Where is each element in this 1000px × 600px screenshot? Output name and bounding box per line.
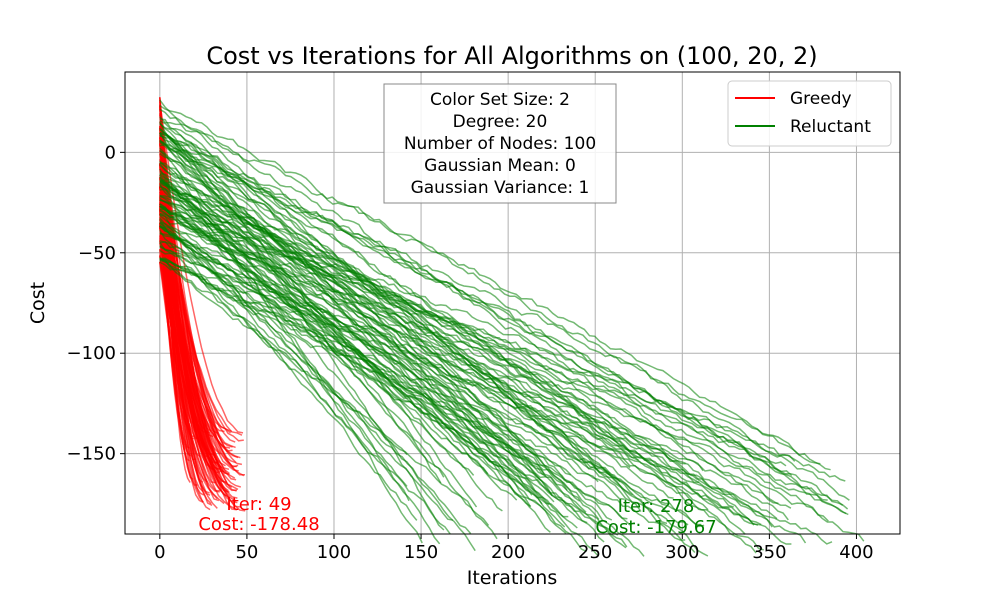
run-line <box>159 205 734 508</box>
x-tick-label: 150 <box>404 542 438 563</box>
run-line <box>159 245 611 474</box>
run-line <box>159 232 631 469</box>
run-line <box>159 116 831 471</box>
run-line <box>159 223 192 457</box>
x-tick-label: 300 <box>665 542 699 563</box>
run-line <box>159 199 700 484</box>
run-line <box>159 194 849 516</box>
run-line <box>159 257 833 545</box>
run-line <box>159 99 581 502</box>
run-line <box>159 205 793 477</box>
x-ticks: 0 50 100 150 200 250 300 350 400 <box>154 534 874 563</box>
x-tick-label: 50 <box>235 542 258 563</box>
run-line <box>159 259 686 541</box>
run-line <box>159 208 533 496</box>
reluctant-series <box>159 99 865 557</box>
run-line <box>159 149 237 468</box>
run-line <box>159 258 408 456</box>
run-line <box>159 204 218 509</box>
info-degree: Degree: 20 <box>453 112 548 132</box>
x-tick-label: 350 <box>752 542 786 563</box>
y-tick-label: −50 <box>78 243 116 264</box>
x-tick-label: 100 <box>317 542 351 563</box>
run-line <box>159 128 865 542</box>
run-line <box>159 104 850 501</box>
run-line <box>159 180 829 522</box>
run-line <box>159 226 550 506</box>
run-line <box>159 195 796 462</box>
info-box: Color Set Size: 2 Degree: 20 Number of N… <box>383 83 617 204</box>
run-line <box>159 143 821 465</box>
reluctant-annotation: Iter: 278 Cost: -179.67 <box>595 496 716 538</box>
run-line <box>159 219 454 521</box>
info-gaussian-mean: Gaussian Mean: 0 <box>424 156 576 176</box>
reluctant-annotation-cost: Cost: -179.67 <box>595 517 716 538</box>
y-axis-label: Cost <box>27 282 49 324</box>
run-line <box>159 261 705 528</box>
run-line <box>159 242 242 488</box>
reluctant-annotation-iter: Iter: 278 <box>618 496 695 517</box>
greedy-annotation: Iter: 49 Cost: -178.48 <box>198 494 319 535</box>
run-line <box>159 178 807 544</box>
run-line <box>159 241 451 535</box>
run-line <box>159 108 789 521</box>
run-line <box>159 226 217 472</box>
x-tick-label: 250 <box>578 542 612 563</box>
x-axis-label: Iterations <box>467 567 558 589</box>
legend-reluctant-label: Reluctant <box>790 117 871 137</box>
legend-greedy-label: Greedy <box>790 89 852 109</box>
run-line <box>159 139 668 525</box>
x-tick-label: 400 <box>839 542 873 563</box>
x-tick-label: 200 <box>491 542 525 563</box>
chart-title: Cost vs Iterations for All Algorithms on… <box>206 42 817 70</box>
y-tick-label: −150 <box>67 444 116 465</box>
greedy-annotation-iter: Iter: 49 <box>226 494 291 515</box>
run-line <box>159 150 423 544</box>
y-tick-label: −100 <box>67 343 116 364</box>
run-line <box>159 257 636 526</box>
plot-frame <box>124 71 901 535</box>
run-line <box>159 224 531 507</box>
info-gaussian-variance: Gaussian Variance: 1 <box>411 178 590 198</box>
greedy-annotation-cost: Cost: -178.48 <box>198 514 319 535</box>
y-tick-label: 0 <box>105 142 116 163</box>
run-line <box>159 222 847 515</box>
run-line <box>159 205 787 467</box>
info-number-of-nodes: Number of Nodes: 100 <box>404 134 596 154</box>
x-tick-label: 0 <box>154 542 165 563</box>
run-line <box>159 127 621 483</box>
info-color-set-size: Color Set Size: 2 <box>430 90 570 110</box>
legend: Greedy Reluctant <box>727 80 892 147</box>
y-ticks: 0 −50 −100 −150 <box>67 142 125 465</box>
run-line <box>159 206 674 499</box>
